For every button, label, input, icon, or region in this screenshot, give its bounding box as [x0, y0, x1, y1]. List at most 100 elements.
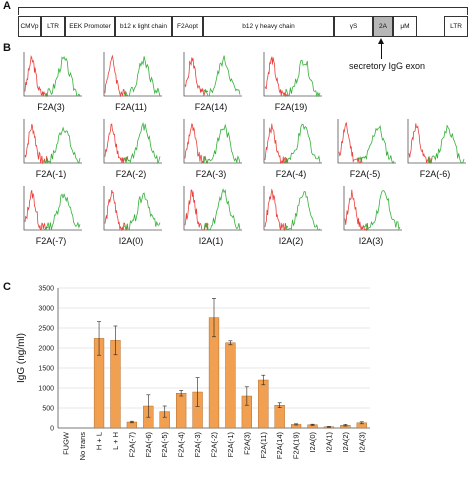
segment-heavy-chain: b12 γ heavy chain: [203, 16, 334, 37]
histogram-axes: [183, 119, 242, 164]
flow-histogram: [103, 52, 162, 98]
x-tick-label: I2A(2): [341, 432, 350, 453]
control-trace: [264, 188, 289, 232]
flow-panel-label: F2A(14): [194, 102, 228, 112]
flow-histogram: [23, 52, 82, 98]
histogram-axes: [263, 52, 322, 97]
histogram-axes: [407, 119, 466, 164]
flow-histogram: [183, 119, 242, 165]
segment-cmvp: CMVp: [18, 16, 41, 37]
flow-histogram: [183, 186, 242, 231]
flow-histogram: [263, 119, 322, 165]
histogram-axes: [103, 186, 162, 231]
sample-trace: [283, 123, 321, 164]
control-trace: [184, 123, 209, 164]
sample-trace: [123, 192, 161, 231]
arrow-up-icon: [378, 38, 384, 44]
x-tick-label: F2A(11): [259, 432, 268, 459]
histogram-axes: [23, 52, 82, 97]
histogram-axes: [343, 186, 402, 231]
flow-panel-label: I2A(1): [198, 236, 224, 246]
control-trace: [104, 54, 129, 98]
segment-2a: 2A: [373, 16, 393, 37]
flow-panel-label: F2A(-5): [349, 169, 381, 179]
flow-histogram: [103, 186, 162, 232]
x-tick-label: F2A(-6): [144, 432, 153, 458]
flow-histogram: [343, 186, 402, 232]
x-tick-label: FUGW: [62, 431, 71, 455]
flow-panel-label: F2A(-6): [419, 169, 451, 179]
flow-panel-label: F2A(19): [274, 102, 308, 112]
bar: [176, 392, 187, 429]
flow-panel-label: F2A(3): [37, 102, 65, 112]
sample-trace: [283, 191, 321, 231]
segment-f2aopt: F2Aopt: [172, 16, 203, 37]
flow-panel-label: I2A(3): [358, 236, 384, 246]
histogram-axes: [23, 186, 82, 231]
control-trace: [24, 124, 49, 165]
control-trace: [184, 189, 209, 231]
y-tick-label: 2000: [38, 346, 54, 353]
panel-b-label: B: [3, 42, 11, 54]
x-tick-label: F2A(-7): [127, 432, 136, 458]
flow-histogram: [23, 119, 82, 165]
x-tick-label: I2A(1): [324, 432, 333, 453]
control-trace: [24, 190, 49, 231]
flow-panel-label: F2A(-1): [35, 169, 67, 179]
segment-gamma-s: γS: [334, 16, 373, 37]
sample-trace: [123, 56, 161, 97]
bar: [225, 342, 236, 429]
flow-panel-label: F2A(-3): [195, 169, 227, 179]
x-tick-label: F2A(14): [275, 431, 284, 459]
x-tick-label: F2A(-5): [160, 432, 169, 458]
bar: [258, 379, 269, 429]
x-tick-label: F2A(-2): [210, 432, 219, 458]
control-trace: [264, 55, 289, 98]
sample-trace: [123, 121, 161, 165]
histogram-axes: [263, 186, 322, 231]
segment-mu-m: μM: [393, 16, 417, 37]
sample-trace: [357, 125, 395, 164]
flow-panel-label: F2A(-7): [35, 236, 67, 246]
control-trace: [408, 123, 433, 164]
flow-histogram: [103, 119, 162, 165]
sample-trace: [43, 56, 81, 98]
arrow-shaft: [381, 42, 382, 59]
x-tick-label: F2A(3): [242, 431, 251, 454]
histogram-axes: [263, 119, 322, 164]
y-tick-label: 2500: [38, 326, 54, 333]
flow-panel-label: F2A(11): [115, 102, 147, 112]
flow-histogram: [263, 186, 322, 232]
y-tick-label: 1500: [38, 366, 54, 373]
histogram-axes: [337, 119, 396, 164]
histogram-axes: [23, 119, 82, 164]
control-trace: [338, 121, 363, 164]
flow-panel-label: F2A(-4): [275, 169, 307, 179]
sample-trace: [284, 59, 321, 98]
x-tick-label: F2A(-3): [193, 432, 202, 458]
bar: [274, 404, 285, 429]
control-trace: [24, 54, 49, 98]
x-tick-label: F2A(-1): [226, 432, 235, 458]
flow-panel-label: I2A(2): [278, 236, 304, 246]
sample-trace: [203, 188, 241, 231]
y-axis-label: IgG (ng/ml): [16, 333, 27, 383]
flow-panel-label: I2A(0): [118, 236, 144, 246]
segment-ltr-right: LTR: [444, 16, 468, 37]
control-trace: [104, 123, 129, 164]
panel-c-label: C: [3, 281, 11, 293]
control-trace: [264, 123, 289, 165]
construct-backbone-line: [417, 36, 444, 37]
segment-ltr-left: LTR: [41, 16, 65, 37]
histogram-axes: [103, 119, 162, 164]
x-tick-label: I2A(3): [357, 432, 366, 453]
igg-bar-chart: 0 500 1000 1500 2000 2500 3000 3500 IgG (ng/ml) F…: [16, 286, 370, 461]
histogram-axes: [103, 52, 162, 97]
secretory-exon-label: secretory IgG exon: [349, 61, 426, 71]
sample-trace: [43, 193, 81, 231]
sample-trace: [203, 55, 241, 97]
flow-panel-label: F2A(-2): [115, 169, 147, 179]
x-tick-label: L + H: [111, 432, 120, 450]
x-tick-label: No trans: [78, 432, 87, 461]
y-tick-label: 1000: [38, 386, 54, 393]
